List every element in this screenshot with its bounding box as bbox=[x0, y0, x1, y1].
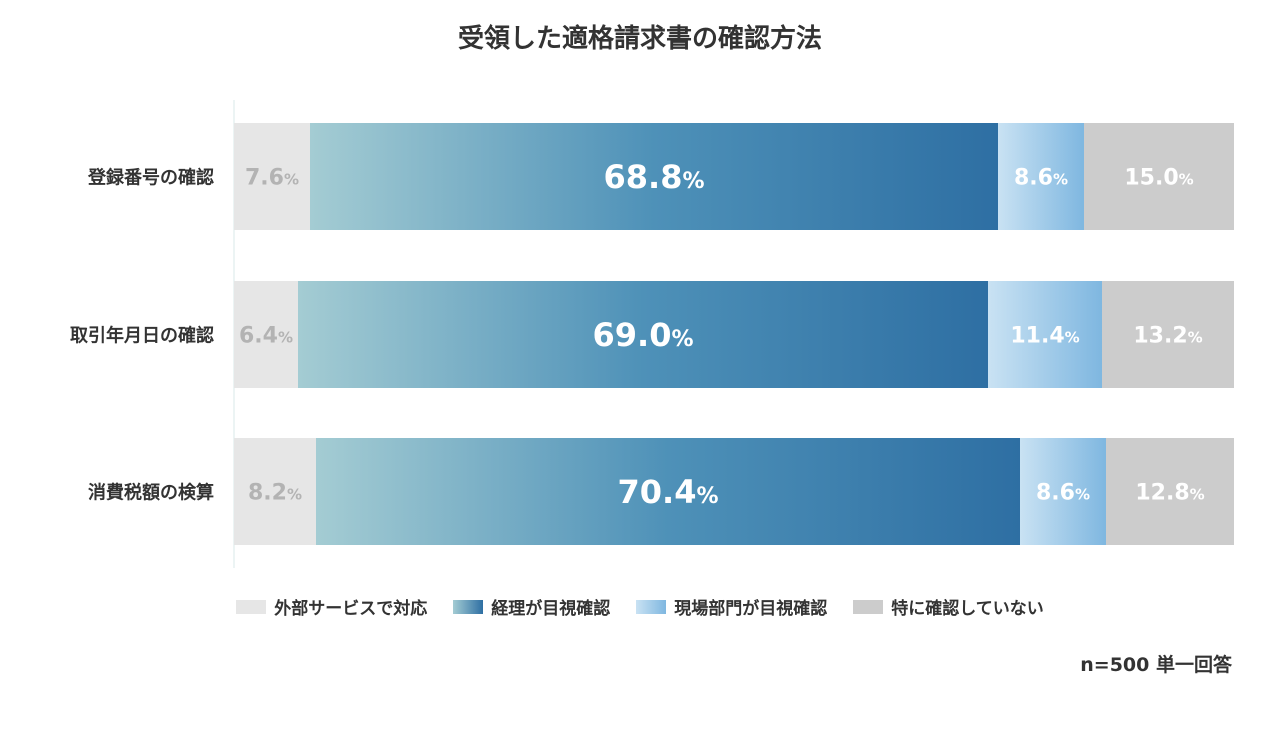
bar-segment bbox=[234, 438, 316, 545]
bar-segment bbox=[298, 281, 988, 388]
data-label: 8.6% bbox=[1014, 165, 1068, 190]
legend-swatch bbox=[236, 599, 267, 614]
legend: 外部サービスで対応 経理が目視確認 現場部門が目視確認 特に確認していない bbox=[0, 594, 1280, 619]
bar-segment bbox=[1084, 123, 1234, 230]
bar-segment bbox=[310, 123, 998, 230]
data-label: 13.2% bbox=[1133, 323, 1202, 348]
bar-segment bbox=[1020, 438, 1106, 545]
legend-swatch bbox=[453, 599, 484, 614]
data-label: 7.6% bbox=[245, 165, 299, 190]
legend-label: 外部サービスで対応 bbox=[274, 599, 428, 619]
data-label: 8.2% bbox=[248, 480, 302, 505]
bar-segment bbox=[988, 281, 1102, 388]
legend-swatch bbox=[853, 599, 884, 614]
category-label: 登録番号の確認 bbox=[87, 167, 214, 189]
legend-label: 現場部門が目視確認 bbox=[674, 599, 828, 619]
data-label: 69.0% bbox=[593, 316, 694, 354]
data-label: 12.8% bbox=[1135, 480, 1204, 505]
legend-item: 特に確認していない bbox=[853, 594, 1044, 619]
data-label: 15.0% bbox=[1124, 165, 1193, 190]
category-label: 取引年月日の確認 bbox=[70, 325, 214, 347]
data-label: 8.6% bbox=[1036, 480, 1090, 505]
bar-segment bbox=[234, 281, 298, 388]
data-label: 6.4% bbox=[239, 323, 293, 348]
legend-label: 経理が目視確認 bbox=[491, 599, 611, 619]
legend-swatch bbox=[636, 599, 667, 614]
legend-item: 経理が目視確認 bbox=[453, 594, 610, 619]
bar-segment bbox=[998, 123, 1084, 230]
data-label: 11.4% bbox=[1010, 323, 1079, 348]
category-label: 消費税額の検算 bbox=[88, 482, 214, 504]
data-label: 70.4% bbox=[618, 473, 719, 511]
sample-note: n=500 単一回答 bbox=[1080, 654, 1232, 676]
legend-label: 特に確認していない bbox=[891, 599, 1044, 619]
legend-item: 現場部門が目視確認 bbox=[636, 594, 827, 619]
legend-item: 外部サービスで対応 bbox=[236, 594, 427, 619]
bar-segment bbox=[316, 438, 1020, 545]
bar-segment bbox=[1102, 281, 1234, 388]
chart-title: 受領した適格請求書の確認方法 bbox=[457, 24, 822, 54]
data-label: 68.8% bbox=[604, 158, 705, 196]
bar-segment bbox=[1106, 438, 1234, 545]
bar-segment bbox=[234, 123, 310, 230]
